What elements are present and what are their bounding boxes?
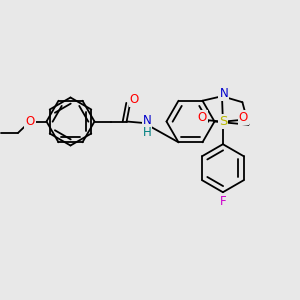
Text: O: O <box>26 115 34 128</box>
Text: F: F <box>220 195 226 208</box>
Text: O: O <box>198 111 207 124</box>
Text: N: N <box>142 113 152 127</box>
Text: O: O <box>130 93 139 106</box>
Text: O: O <box>239 111 248 124</box>
Text: N: N <box>219 87 228 100</box>
Text: S: S <box>219 115 227 128</box>
Text: H: H <box>142 126 152 139</box>
